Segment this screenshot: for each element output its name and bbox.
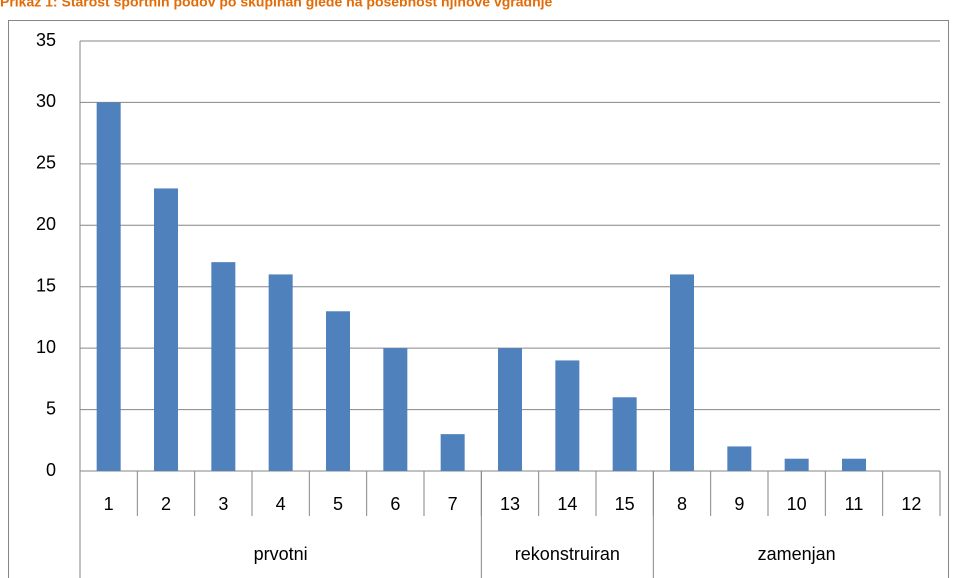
x-tick-label: 1	[104, 494, 114, 514]
chart-title: Prikaz 1: Starost športnih podov po skup…	[0, 0, 553, 10]
x-tick-label: 8	[677, 494, 687, 514]
y-tick-label: 10	[36, 337, 56, 357]
bar	[670, 274, 694, 471]
y-tick-label: 30	[36, 91, 56, 111]
bar	[727, 446, 752, 471]
x-tick-label: 15	[615, 494, 635, 514]
bar	[211, 262, 236, 471]
bar	[154, 188, 178, 471]
group-label: prvotni	[254, 544, 308, 564]
x-tick-label: 13	[500, 494, 520, 514]
x-tick-label: 4	[276, 494, 286, 514]
x-tick-label: 10	[787, 494, 807, 514]
x-tick-label: 3	[218, 494, 228, 514]
bar	[440, 434, 465, 471]
group-label: rekonstruiran	[515, 544, 620, 564]
y-tick-label: 5	[46, 398, 56, 418]
x-tick-label: 7	[448, 494, 458, 514]
y-tick-label: 20	[36, 214, 56, 234]
y-tick-label: 35	[36, 30, 56, 50]
y-tick-label: 25	[36, 153, 56, 173]
bar	[326, 311, 350, 471]
x-tick-label: 5	[333, 494, 343, 514]
x-tick-label: 12	[901, 494, 921, 514]
y-tick-label: 0	[46, 460, 56, 480]
x-tick-label: 9	[734, 494, 744, 514]
bar	[268, 274, 293, 471]
bar	[784, 458, 809, 471]
group-label: zamenjan	[758, 544, 836, 564]
chart-frame	[8, 20, 949, 578]
bar	[96, 102, 121, 471]
bar	[612, 397, 637, 471]
x-tick-label: 11	[845, 494, 864, 514]
x-tick-label: 6	[390, 494, 400, 514]
bar	[383, 348, 408, 471]
x-tick-label: 2	[161, 494, 171, 514]
x-tick-label: 14	[557, 494, 577, 514]
bar	[842, 458, 866, 471]
bar	[555, 360, 580, 471]
bar	[498, 348, 522, 471]
y-tick-label: 15	[36, 275, 56, 295]
